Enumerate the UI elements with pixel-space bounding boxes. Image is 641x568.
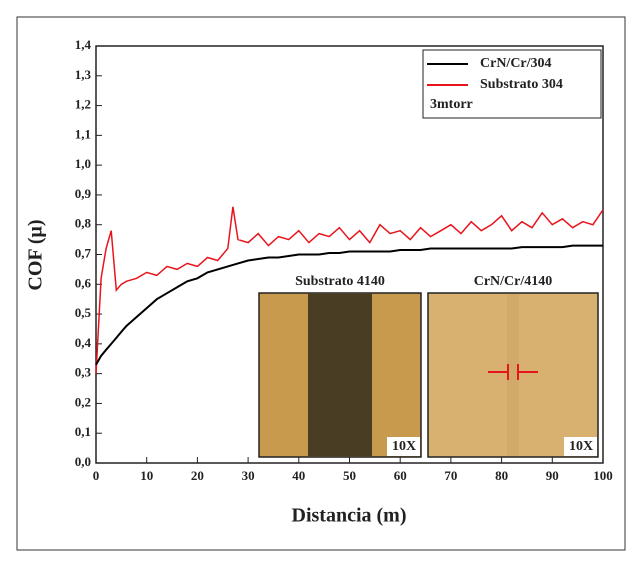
frame (16, 16, 626, 551)
x-tick-label: 100 (593, 468, 613, 483)
inset-magnification: 10X (569, 439, 593, 454)
inset-magnification: 10X (392, 439, 416, 454)
series-line (95, 244, 603, 366)
y-tick-label: 0,4 (75, 335, 92, 350)
y-tick-label: 1,0 (75, 156, 91, 171)
y-tick-label: 1,4 (75, 37, 92, 52)
x-tick-label: 20 (191, 468, 204, 483)
inset-title: Substrato 4140 (295, 274, 385, 289)
y-tick-label: 0,6 (75, 275, 92, 290)
y-tick-label: 0,0 (75, 454, 91, 469)
inset-marker (488, 364, 538, 380)
inset-track (507, 294, 519, 456)
inset-badge (387, 437, 420, 456)
y-tick-label: 0,5 (75, 305, 92, 320)
annotation: 3mtorr (430, 97, 473, 112)
x-tick-label: 70 (444, 468, 457, 483)
y-tick-label: 0,8 (75, 216, 92, 231)
y-axis-label: COF (μ) (25, 219, 47, 290)
x-tick-label: 60 (394, 468, 407, 483)
y-tick-label: 0,9 (75, 186, 92, 201)
x-tick-label: 10 (140, 468, 153, 483)
inset-badge (564, 437, 597, 456)
x-tick-label: 80 (495, 468, 508, 483)
x-tick-label: 30 (242, 468, 255, 483)
x-tick-label: 40 (292, 468, 305, 483)
x-tick-label: 50 (343, 468, 356, 483)
x-tick-label: 90 (546, 468, 559, 483)
y-tick-label: 1,2 (75, 97, 91, 112)
y-tick-label: 0,3 (75, 365, 92, 380)
y-tick-label: 0,2 (75, 394, 91, 409)
y-tick-label: 0,1 (75, 424, 91, 439)
legend-label: Substrato 304 (480, 77, 563, 92)
x-axis-label: Distancia (m) (292, 505, 407, 527)
y-tick-label: 1,1 (75, 126, 91, 141)
inset-track (308, 294, 372, 456)
x-tick-label: 0 (93, 468, 100, 483)
legend-label: CrN/Cr/304 (480, 56, 552, 71)
y-tick-label: 1,3 (75, 67, 92, 82)
y-tick-label: 0,7 (75, 245, 92, 260)
inset-title: CrN/Cr/4140 (474, 274, 553, 289)
series-line (95, 206, 604, 374)
